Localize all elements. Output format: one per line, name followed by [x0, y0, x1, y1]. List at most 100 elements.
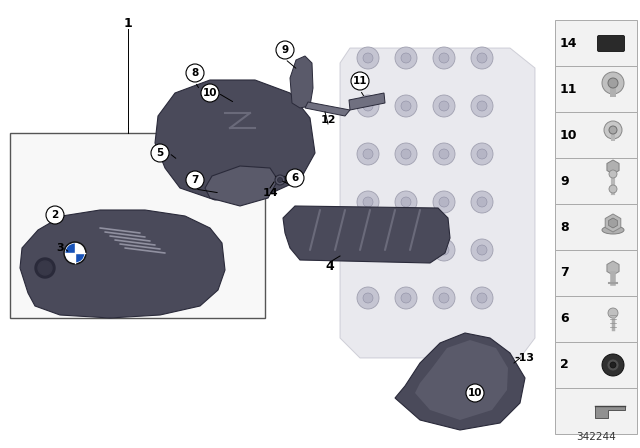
Circle shape	[466, 384, 484, 402]
Circle shape	[607, 359, 619, 371]
Text: 6: 6	[291, 173, 299, 183]
Circle shape	[363, 245, 373, 255]
Circle shape	[363, 53, 373, 63]
Circle shape	[439, 197, 449, 207]
Bar	[555, 112, 637, 158]
Polygon shape	[415, 340, 508, 420]
Circle shape	[439, 53, 449, 63]
Circle shape	[609, 185, 617, 193]
Circle shape	[64, 242, 86, 264]
Circle shape	[357, 239, 379, 261]
FancyBboxPatch shape	[611, 130, 615, 141]
Circle shape	[477, 197, 487, 207]
Circle shape	[363, 293, 373, 303]
Circle shape	[401, 53, 411, 63]
Text: 8: 8	[191, 68, 198, 78]
Polygon shape	[205, 166, 278, 206]
Text: 8: 8	[560, 220, 568, 233]
Bar	[555, 296, 637, 342]
Circle shape	[357, 95, 379, 117]
Circle shape	[439, 293, 449, 303]
Ellipse shape	[602, 226, 624, 234]
Circle shape	[433, 191, 455, 213]
Circle shape	[363, 197, 373, 207]
Bar	[555, 158, 637, 204]
Text: 10: 10	[203, 88, 217, 98]
Circle shape	[477, 149, 487, 159]
Circle shape	[471, 47, 493, 69]
Text: 7: 7	[560, 267, 569, 280]
Circle shape	[38, 261, 52, 275]
Text: -13: -13	[514, 353, 534, 363]
Circle shape	[433, 143, 455, 165]
Polygon shape	[20, 210, 225, 318]
Text: 3: 3	[56, 243, 64, 253]
Polygon shape	[290, 56, 313, 108]
Circle shape	[477, 245, 487, 255]
Circle shape	[276, 41, 294, 59]
Text: 11: 11	[353, 76, 367, 86]
Circle shape	[401, 197, 411, 207]
Bar	[555, 204, 637, 250]
Circle shape	[439, 101, 449, 111]
Circle shape	[401, 101, 411, 111]
Circle shape	[608, 78, 618, 88]
Circle shape	[471, 287, 493, 309]
Bar	[555, 66, 637, 112]
Circle shape	[186, 64, 204, 82]
Circle shape	[471, 191, 493, 213]
Polygon shape	[155, 80, 315, 200]
Text: 4: 4	[326, 259, 334, 272]
Text: 11: 11	[560, 82, 577, 95]
Circle shape	[401, 149, 411, 159]
Polygon shape	[275, 176, 285, 182]
Circle shape	[477, 293, 487, 303]
Circle shape	[395, 239, 417, 261]
Text: 5: 5	[156, 148, 164, 158]
Circle shape	[477, 101, 487, 111]
Circle shape	[401, 293, 411, 303]
Circle shape	[357, 287, 379, 309]
Circle shape	[186, 171, 204, 189]
Circle shape	[357, 191, 379, 213]
Circle shape	[609, 126, 617, 134]
Polygon shape	[595, 406, 625, 418]
Circle shape	[395, 95, 417, 117]
Circle shape	[395, 287, 417, 309]
Circle shape	[46, 206, 64, 224]
Bar	[10, 133, 265, 318]
Circle shape	[151, 144, 169, 162]
Wedge shape	[75, 253, 84, 263]
Circle shape	[433, 95, 455, 117]
Text: 6: 6	[560, 313, 568, 326]
Circle shape	[201, 84, 219, 102]
Circle shape	[602, 354, 624, 376]
Circle shape	[433, 47, 455, 69]
Circle shape	[471, 143, 493, 165]
Wedge shape	[65, 244, 75, 253]
Circle shape	[357, 143, 379, 165]
Circle shape	[610, 362, 616, 368]
Circle shape	[275, 175, 285, 185]
Text: 1: 1	[124, 17, 132, 30]
Circle shape	[439, 245, 449, 255]
Circle shape	[609, 170, 617, 178]
Text: 10: 10	[560, 129, 577, 142]
Text: 7: 7	[191, 175, 198, 185]
Circle shape	[395, 47, 417, 69]
Circle shape	[286, 169, 304, 187]
Bar	[555, 342, 637, 388]
Circle shape	[401, 245, 411, 255]
Text: 10: 10	[468, 388, 483, 398]
Text: 14: 14	[560, 36, 577, 49]
Circle shape	[35, 258, 55, 278]
Circle shape	[471, 95, 493, 117]
Polygon shape	[283, 206, 450, 263]
Text: 14: 14	[262, 188, 278, 198]
Circle shape	[357, 47, 379, 69]
Circle shape	[433, 239, 455, 261]
Text: 12: 12	[320, 115, 336, 125]
Bar	[555, 388, 637, 434]
Text: 342244: 342244	[576, 432, 616, 442]
Circle shape	[351, 72, 369, 90]
